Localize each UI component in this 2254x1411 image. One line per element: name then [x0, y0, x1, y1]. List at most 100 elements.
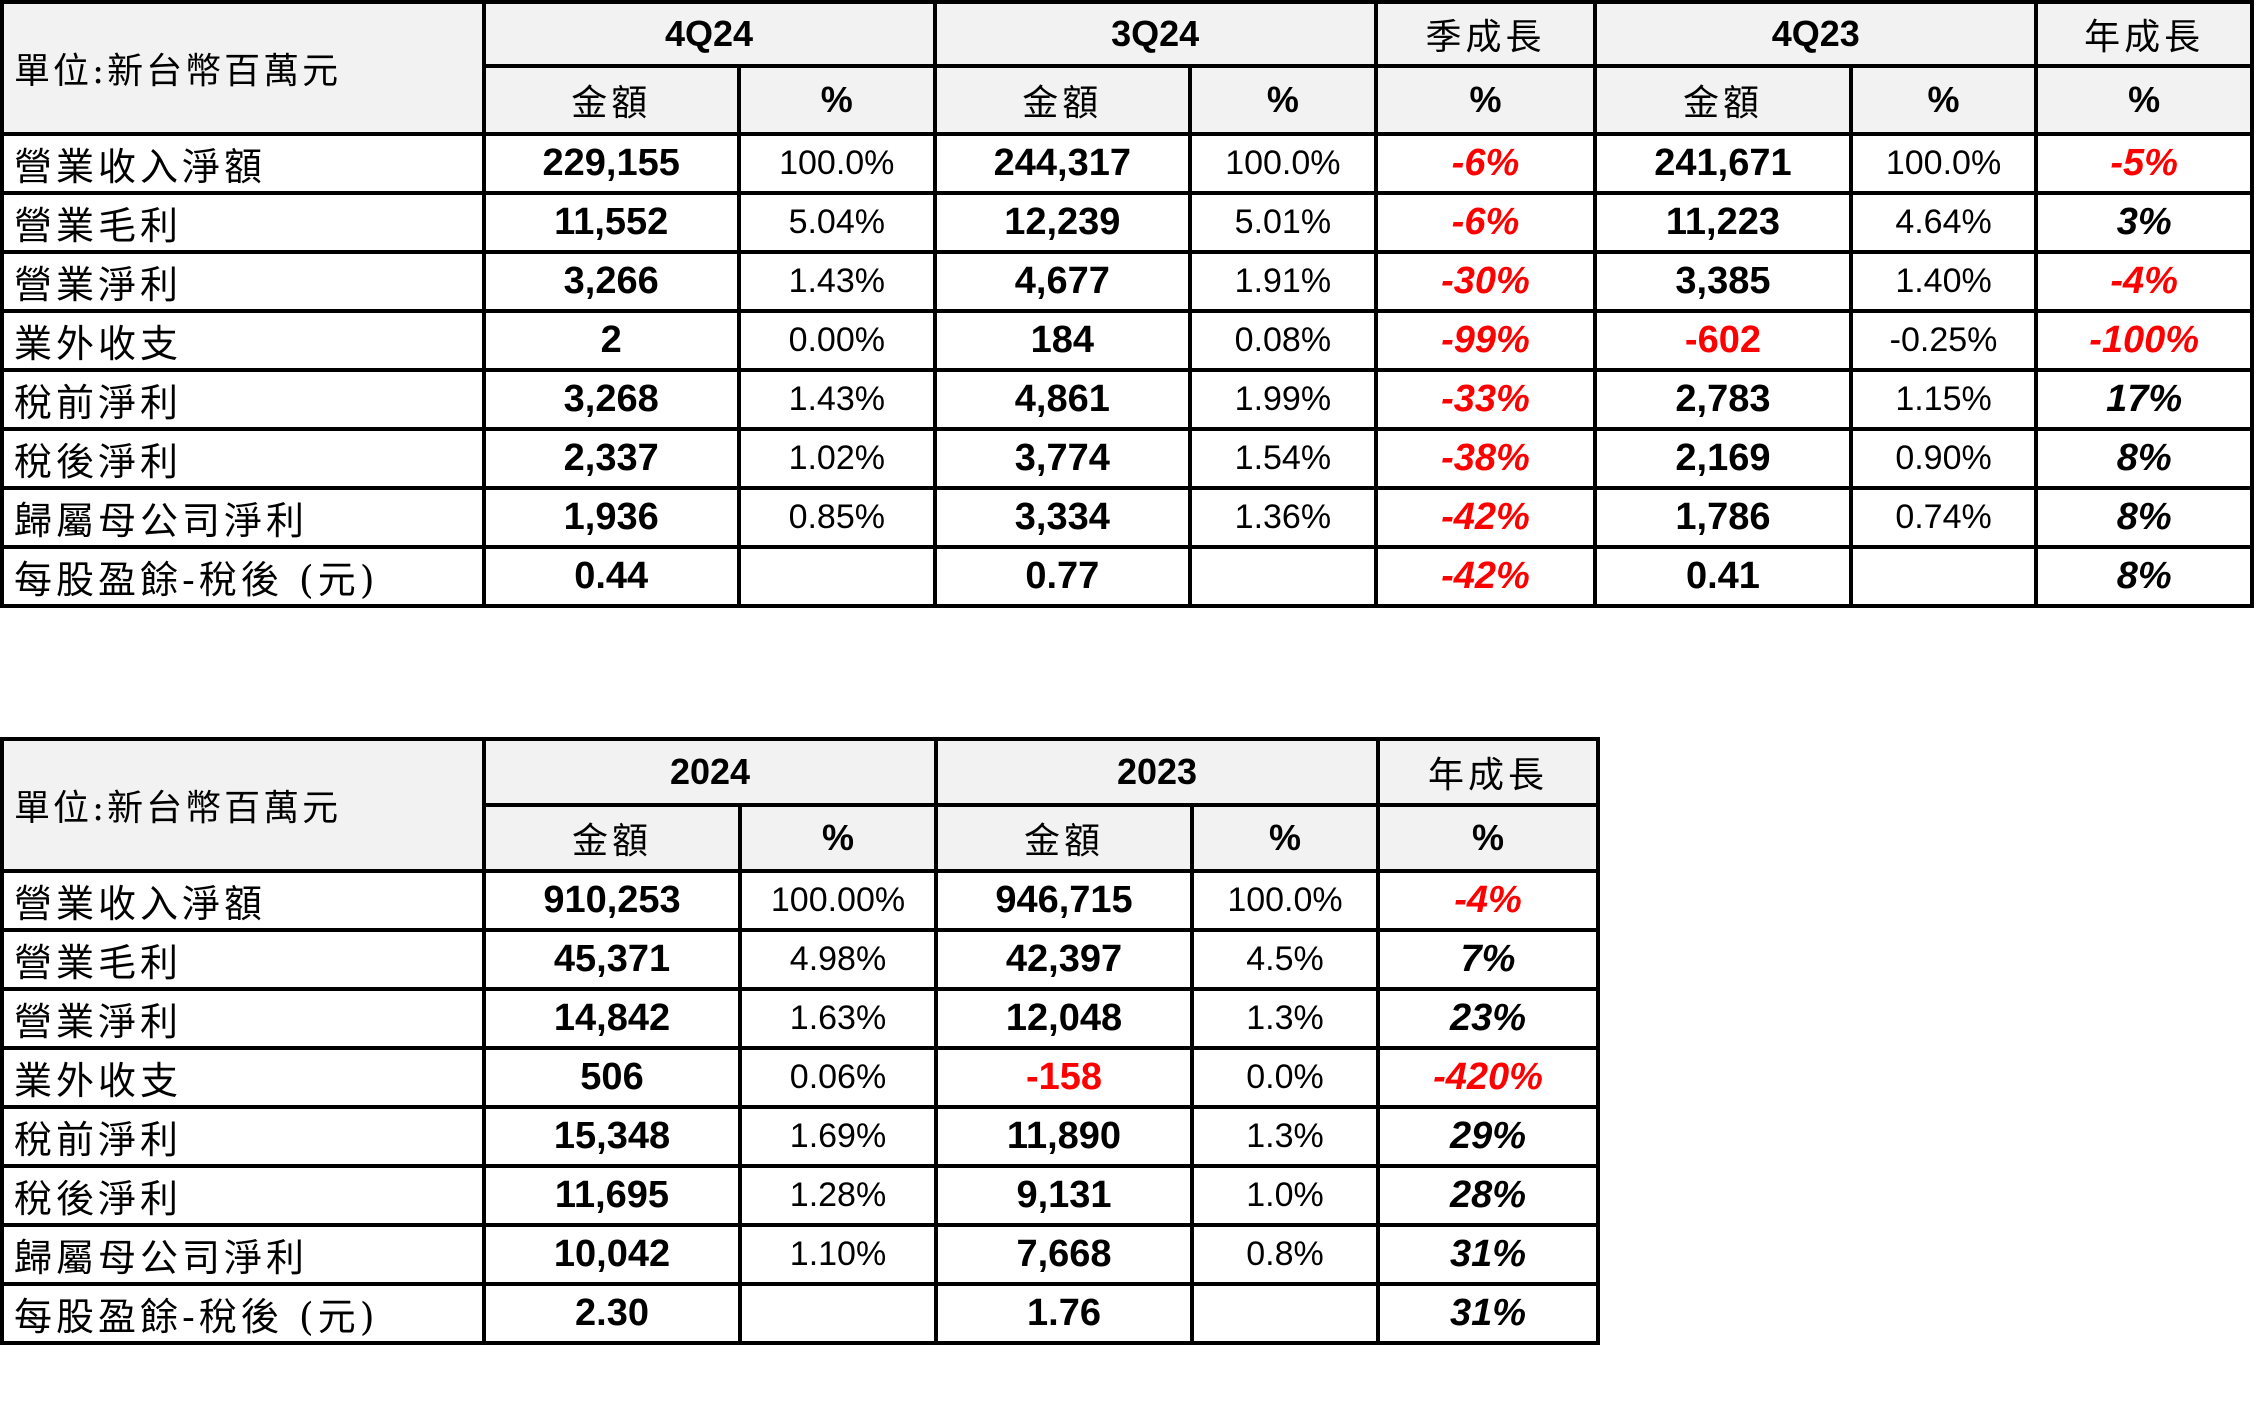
percent-cell: 100.00%	[738, 869, 938, 932]
period-header-qoq: 季成長	[1373, 0, 1598, 68]
percent-cell: 1.3%	[1190, 1105, 1380, 1168]
percent-cell: 0.90%	[1848, 427, 2039, 490]
amount-cell: 2,169	[1593, 427, 1853, 490]
row-label: 營業毛利	[0, 191, 486, 254]
amount-cell: 1,936	[481, 486, 741, 549]
percent-cell: 100.0%	[1848, 132, 2039, 195]
percent-cell: -0.25%	[1848, 309, 2039, 372]
annual-rows: 營業收入淨額 910,253 100.00% 946,715 100.0% -4% 營業毛利…	[0, 869, 1600, 1345]
growth-cell: 17%	[2034, 368, 2254, 431]
percent-cell: 4.98%	[738, 928, 938, 991]
unit-label: 單位:新台幣百萬元	[0, 737, 486, 873]
amount-cell: -602	[1593, 309, 1853, 372]
table-row: 稅後淨利 11,695 1.28% 9,131 1.0% 28%	[0, 1164, 1600, 1227]
percent-cell: 1.02%	[736, 427, 937, 490]
percent-cell: 1.69%	[738, 1105, 938, 1168]
amount-cell: 15,348	[482, 1105, 742, 1168]
amount-cell: 45,371	[482, 928, 742, 991]
period-header-2024: 2024	[482, 737, 938, 807]
percent-cell: 1.91%	[1188, 250, 1378, 313]
table-row: 業外收支 2 0.00% 184 0.08% -99% -602 -0.25% -100%	[0, 309, 2254, 372]
amount-cell: 1.76	[934, 1282, 1194, 1345]
amount-cell: 2,783	[1593, 368, 1853, 431]
growth-cell: -4%	[1376, 869, 1600, 932]
amount-cell: 244,317	[932, 132, 1193, 195]
amount-cell: 12,239	[932, 191, 1193, 254]
subheader-pct: %	[1373, 64, 1598, 136]
amount-cell: 0.44	[481, 545, 741, 608]
row-label: 稅後淨利	[0, 427, 486, 490]
table-row: 稅前淨利 15,348 1.69% 11,890 1.3% 29%	[0, 1105, 1600, 1168]
percent-cell: 1.15%	[1848, 368, 2039, 431]
percent-cell: 100.0%	[736, 132, 937, 195]
row-label: 營業毛利	[0, 928, 486, 991]
period-header-3q24: 3Q24	[932, 0, 1378, 68]
row-label: 歸屬母公司淨利	[0, 486, 486, 549]
row-label: 稅前淨利	[0, 1105, 486, 1168]
subheader-amount: 金額	[481, 64, 741, 136]
amount-cell: 2.30	[482, 1282, 742, 1345]
percent-cell: 0.06%	[738, 1046, 938, 1109]
percent-cell: 1.63%	[738, 987, 938, 1050]
percent-cell: 0.08%	[1188, 309, 1378, 372]
percent-cell: 1.36%	[1188, 486, 1378, 549]
table-row: 業外收支 506 0.06% -158 0.0% -420%	[0, 1046, 1600, 1109]
period-header-2023: 2023	[934, 737, 1380, 807]
annual-income-table: 單位:新台幣百萬元 2024 2023 年成長 金額 % 金額 % % 營業收入…	[0, 737, 1600, 1345]
growth-cell: 8%	[2034, 545, 2254, 608]
percent-cell: 100.0%	[1190, 869, 1380, 932]
percent-cell	[738, 1282, 938, 1345]
growth-cell: 8%	[2034, 427, 2254, 490]
percent-cell: 5.01%	[1188, 191, 1378, 254]
growth-cell: -33%	[1373, 368, 1598, 431]
amount-cell: 11,890	[934, 1105, 1194, 1168]
percent-cell: 1.3%	[1190, 987, 1380, 1050]
amount-cell: 0.41	[1593, 545, 1853, 608]
growth-cell: 8%	[2034, 486, 2254, 549]
amount-cell: 3,266	[481, 250, 741, 313]
percent-cell: 1.40%	[1848, 250, 2039, 313]
percent-cell: 1.54%	[1188, 427, 1378, 490]
percent-cell: 1.28%	[738, 1164, 938, 1227]
row-label: 營業收入淨額	[0, 869, 486, 932]
row-label: 營業收入淨額	[0, 132, 486, 195]
quarterly-rows: 營業收入淨額 229,155 100.0% 244,317 100.0% -6% 241,6…	[0, 132, 2254, 608]
table-row: 歸屬母公司淨利 10,042 1.10% 7,668 0.8% 31%	[0, 1223, 1600, 1286]
row-label: 歸屬母公司淨利	[0, 1223, 486, 1286]
amount-cell: 7,668	[934, 1223, 1194, 1286]
subheader-pct: %	[736, 64, 937, 136]
percent-cell: 100.0%	[1188, 132, 1378, 195]
row-label: 業外收支	[0, 1046, 486, 1109]
growth-cell: -5%	[2034, 132, 2254, 195]
percent-cell: 5.04%	[736, 191, 937, 254]
amount-cell: 42,397	[934, 928, 1194, 991]
table-row: 稅前淨利 3,268 1.43% 4,861 1.99% -33% 2,783 1.15% 17…	[0, 368, 2254, 431]
quarterly-income-table: 單位:新台幣百萬元 4Q24 3Q24 季成長 4Q23 年成長 金額 % 金額…	[0, 0, 2254, 608]
amount-cell: 11,223	[1593, 191, 1853, 254]
amount-cell: 229,155	[481, 132, 741, 195]
percent-cell: 0.74%	[1848, 486, 2039, 549]
period-header-4q23: 4Q23	[1593, 0, 2039, 68]
amount-cell: 10,042	[482, 1223, 742, 1286]
percent-cell: 4.5%	[1190, 928, 1380, 991]
growth-cell: -4%	[2034, 250, 2254, 313]
amount-cell: 241,671	[1593, 132, 1853, 195]
subheader-pct: %	[1376, 803, 1600, 873]
amount-cell: 4,861	[932, 368, 1193, 431]
growth-cell: -100%	[2034, 309, 2254, 372]
percent-cell: 1.99%	[1188, 368, 1378, 431]
amount-cell: 506	[482, 1046, 742, 1109]
percent-cell	[1190, 1282, 1380, 1345]
amount-cell: 184	[932, 309, 1193, 372]
table-row: 稅後淨利 2,337 1.02% 3,774 1.54% -38% 2,169 0.90% 8%	[0, 427, 2254, 490]
table-row: 營業淨利 3,266 1.43% 4,677 1.91% -30% 3,385 1.40% -4…	[0, 250, 2254, 313]
amount-cell: 11,695	[482, 1164, 742, 1227]
table-row: 營業收入淨額 910,253 100.00% 946,715 100.0% -4%	[0, 869, 1600, 932]
growth-cell: -6%	[1373, 132, 1598, 195]
row-label: 每股盈餘-稅後 (元)	[0, 1282, 486, 1345]
amount-cell: 2	[481, 309, 741, 372]
period-header-4q24: 4Q24	[481, 0, 937, 68]
table-row: 每股盈餘-稅後 (元) 0.44 0.77 -42% 0.41 8%	[0, 545, 2254, 608]
table-row: 營業毛利 11,552 5.04% 12,239 5.01% -6% 11,223 4.64%…	[0, 191, 2254, 254]
amount-cell: 12,048	[934, 987, 1194, 1050]
